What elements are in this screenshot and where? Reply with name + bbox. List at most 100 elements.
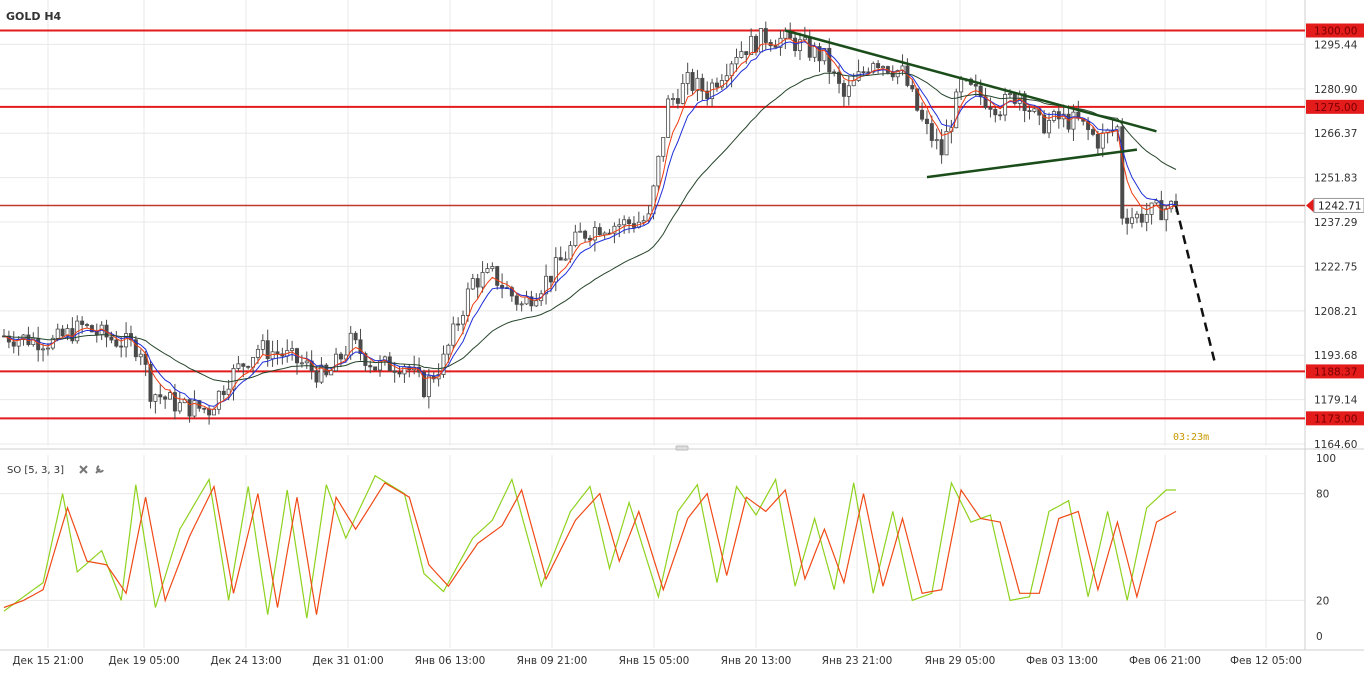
candle-body	[80, 320, 85, 325]
candle-body	[563, 258, 568, 261]
level-lines	[0, 29, 1305, 420]
candle-body	[724, 75, 729, 81]
x-tick-label: Дек 19 05:00	[108, 655, 179, 667]
candle-body	[749, 35, 754, 56]
candle-body	[1149, 202, 1154, 215]
wrench-icon[interactable]	[95, 465, 104, 474]
candle-body	[797, 39, 802, 52]
candle-body	[519, 303, 524, 306]
candle-body	[236, 363, 241, 369]
candle-body	[114, 339, 119, 347]
candle-body	[905, 65, 910, 86]
candle-body	[1174, 200, 1179, 206]
candle-body	[461, 315, 466, 325]
x-tick-label: Дек 31 01:00	[312, 655, 383, 667]
candle-body	[158, 394, 163, 398]
candle-body	[138, 353, 143, 358]
x-tick-label: Фев 12 05:00	[1230, 655, 1302, 667]
candle-body	[827, 47, 832, 73]
candle-body	[402, 366, 407, 375]
candle-body	[60, 328, 65, 337]
candle-body	[924, 118, 929, 124]
level-tag-label: 1300.00	[1314, 26, 1357, 38]
candle-body	[45, 347, 50, 350]
y-tick-label: 1295.44	[1314, 39, 1358, 51]
candle-body	[124, 333, 129, 348]
candle-body	[216, 390, 221, 410]
x-tick-label: Янв 09 21:00	[517, 655, 588, 667]
candle-body	[265, 340, 270, 360]
candle-body	[861, 71, 866, 74]
candle-body	[714, 82, 719, 88]
candle-body	[583, 230, 588, 239]
x-tick-label: Дек 24 13:00	[210, 655, 281, 667]
candle-body	[573, 231, 578, 246]
candle-body	[1125, 217, 1130, 224]
candle-body	[558, 257, 563, 261]
candle-body	[773, 45, 778, 48]
candle-body	[993, 108, 998, 116]
level-tag	[1306, 99, 1364, 114]
candle-body	[41, 348, 46, 351]
candle-body	[358, 339, 363, 354]
candle-body	[973, 84, 978, 87]
candle-body	[617, 224, 622, 227]
trendline	[926, 148, 1138, 179]
candle-body	[514, 295, 519, 305]
close-icon[interactable]	[79, 465, 88, 474]
price-tag	[1313, 197, 1364, 213]
candle-body	[705, 90, 710, 100]
candle-body	[934, 139, 939, 142]
candle-body	[485, 268, 490, 273]
axes: 1295.44 1280.90 1266.37 1251.83 1237.29 1222.…	[12, 23, 1364, 667]
stochastic-panel	[3, 474, 1177, 619]
candle-body	[568, 245, 573, 260]
candle-body	[246, 365, 251, 368]
candle-body	[1139, 213, 1144, 223]
candle-body	[1154, 200, 1159, 204]
candle-body	[734, 57, 739, 65]
x-tick-label: Янв 23 21:00	[822, 655, 893, 667]
price-tag-label: 1242.71	[1318, 200, 1361, 212]
candle-body	[910, 85, 915, 90]
candle-body	[241, 363, 246, 367]
ema-fast-line	[3, 41, 1177, 407]
candle-body	[544, 275, 549, 295]
candle-body	[597, 227, 602, 236]
trendlines	[785, 29, 1217, 364]
candle-body	[578, 230, 583, 233]
panel-resize-handle[interactable]	[675, 445, 689, 451]
candle-body	[446, 344, 451, 355]
candle-body	[202, 407, 207, 410]
candle-body	[983, 96, 988, 108]
candle-body	[275, 351, 280, 355]
candle-body	[1007, 93, 1012, 95]
candle-body	[221, 390, 226, 396]
level-tag	[1306, 411, 1364, 426]
candle-body	[153, 394, 158, 402]
candle-body	[480, 272, 485, 288]
candle-body	[475, 278, 480, 288]
candle-body	[65, 328, 70, 337]
candle-body	[70, 328, 75, 342]
candle-body	[1027, 110, 1032, 112]
candle-body	[1134, 213, 1139, 219]
bar-timer: 03:23m	[1173, 432, 1209, 443]
so-d-line	[3, 482, 1177, 615]
candle-body	[456, 323, 461, 326]
level-tag-label: 1188.37	[1314, 366, 1357, 378]
candle-body	[329, 370, 334, 376]
candle-body	[592, 227, 597, 241]
candle-body	[353, 332, 358, 341]
candle-body	[739, 51, 744, 58]
candle-body	[255, 348, 260, 358]
candle-body	[1095, 133, 1100, 149]
candle-body	[192, 400, 197, 417]
candle-body	[837, 71, 842, 84]
candle-body	[851, 80, 856, 87]
y-tick-label: 1266.37	[1314, 128, 1357, 140]
candle-body	[177, 402, 182, 412]
ema-slow-line	[3, 72, 1177, 383]
